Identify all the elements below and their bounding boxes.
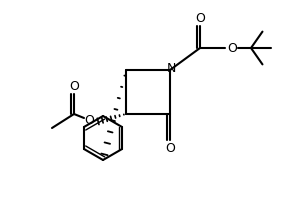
Text: O: O — [165, 142, 175, 154]
Text: O: O — [195, 12, 205, 25]
Text: O: O — [69, 80, 79, 94]
Text: O: O — [227, 42, 237, 54]
Text: O: O — [84, 114, 94, 128]
Text: N: N — [166, 62, 176, 74]
